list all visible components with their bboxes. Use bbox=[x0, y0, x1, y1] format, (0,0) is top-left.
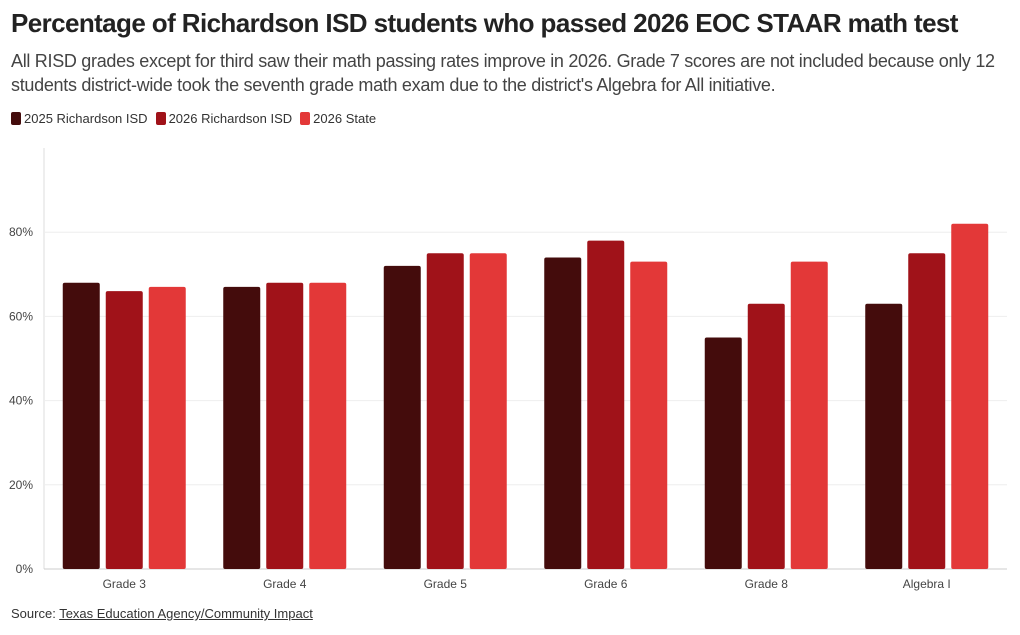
bar-2026-richardson-isd-grade-3 bbox=[105, 291, 143, 569]
y-tick-label: 40% bbox=[9, 394, 33, 408]
legend-item-2026-risd[interactable]: 2026 Richardson ISD bbox=[155, 111, 293, 126]
bar-2026-state-algebra-i bbox=[951, 223, 989, 569]
chart-legend: 2025 Richardson ISD 2026 Richardson ISD … bbox=[11, 111, 376, 126]
bar-2026-state-grade-6 bbox=[630, 261, 668, 569]
legend-swatch bbox=[155, 112, 166, 125]
bar-2025-richardson-isd-grade-8 bbox=[704, 337, 742, 569]
y-tick-label: 20% bbox=[9, 478, 33, 492]
legend-label: 2026 State bbox=[313, 111, 377, 126]
x-tick-label: Grade 3 bbox=[103, 577, 147, 591]
x-tick-label: Grade 5 bbox=[424, 577, 468, 591]
legend-label: 2026 Richardson ISD bbox=[168, 111, 293, 126]
x-tick-label: Algebra I bbox=[903, 577, 951, 591]
bar-2026-state-grade-3 bbox=[148, 286, 186, 569]
legend-item-2025-risd[interactable]: 2025 Richardson ISD bbox=[11, 111, 148, 126]
bar-2025-richardson-isd-algebra-i bbox=[865, 303, 903, 569]
bar-2026-richardson-isd-algebra-i bbox=[908, 253, 946, 569]
bar-2026-richardson-isd-grade-8 bbox=[747, 303, 785, 569]
x-tick-label: Grade 8 bbox=[745, 577, 789, 591]
legend-swatch bbox=[300, 112, 311, 125]
legend-swatch bbox=[11, 112, 21, 125]
y-tick-label: 80% bbox=[9, 225, 33, 239]
bar-2025-richardson-isd-grade-3 bbox=[62, 282, 100, 569]
bar-2025-richardson-isd-grade-5 bbox=[383, 265, 421, 569]
bar-2025-richardson-isd-grade-6 bbox=[544, 257, 582, 569]
chart-subtitle: All RISD grades except for third saw the… bbox=[11, 51, 995, 95]
bar-2026-state-grade-5 bbox=[469, 253, 507, 569]
legend-item-2026-state[interactable]: 2026 State bbox=[300, 111, 376, 126]
bar-2026-state-grade-8 bbox=[790, 261, 828, 569]
y-tick-label: 0% bbox=[16, 562, 34, 576]
bar-2025-richardson-isd-grade-4 bbox=[223, 286, 261, 569]
bar-2026-richardson-isd-grade-4 bbox=[266, 282, 304, 569]
source-note: Source: Texas Education Agency/Community… bbox=[11, 606, 313, 621]
x-tick-label: Grade 4 bbox=[263, 577, 307, 591]
y-tick-label: 60% bbox=[9, 309, 33, 323]
source-link[interactable]: Texas Education Agency/Community Impact bbox=[59, 606, 313, 621]
chart-title: Percentage of Richardson ISD students wh… bbox=[11, 8, 958, 38]
bar-2026-state-grade-4 bbox=[309, 282, 347, 569]
x-tick-label: Grade 6 bbox=[584, 577, 628, 591]
bar-2026-richardson-isd-grade-5 bbox=[426, 253, 464, 569]
bar-2026-richardson-isd-grade-6 bbox=[587, 240, 625, 569]
bar-chart: 0% 20% 40% 60% 80% Grade 3 Grade 4 Grade 5 Grade… bbox=[9, 148, 1007, 591]
legend-label: 2025 Richardson ISD bbox=[24, 111, 148, 126]
source-prefix: Source: bbox=[11, 606, 60, 621]
